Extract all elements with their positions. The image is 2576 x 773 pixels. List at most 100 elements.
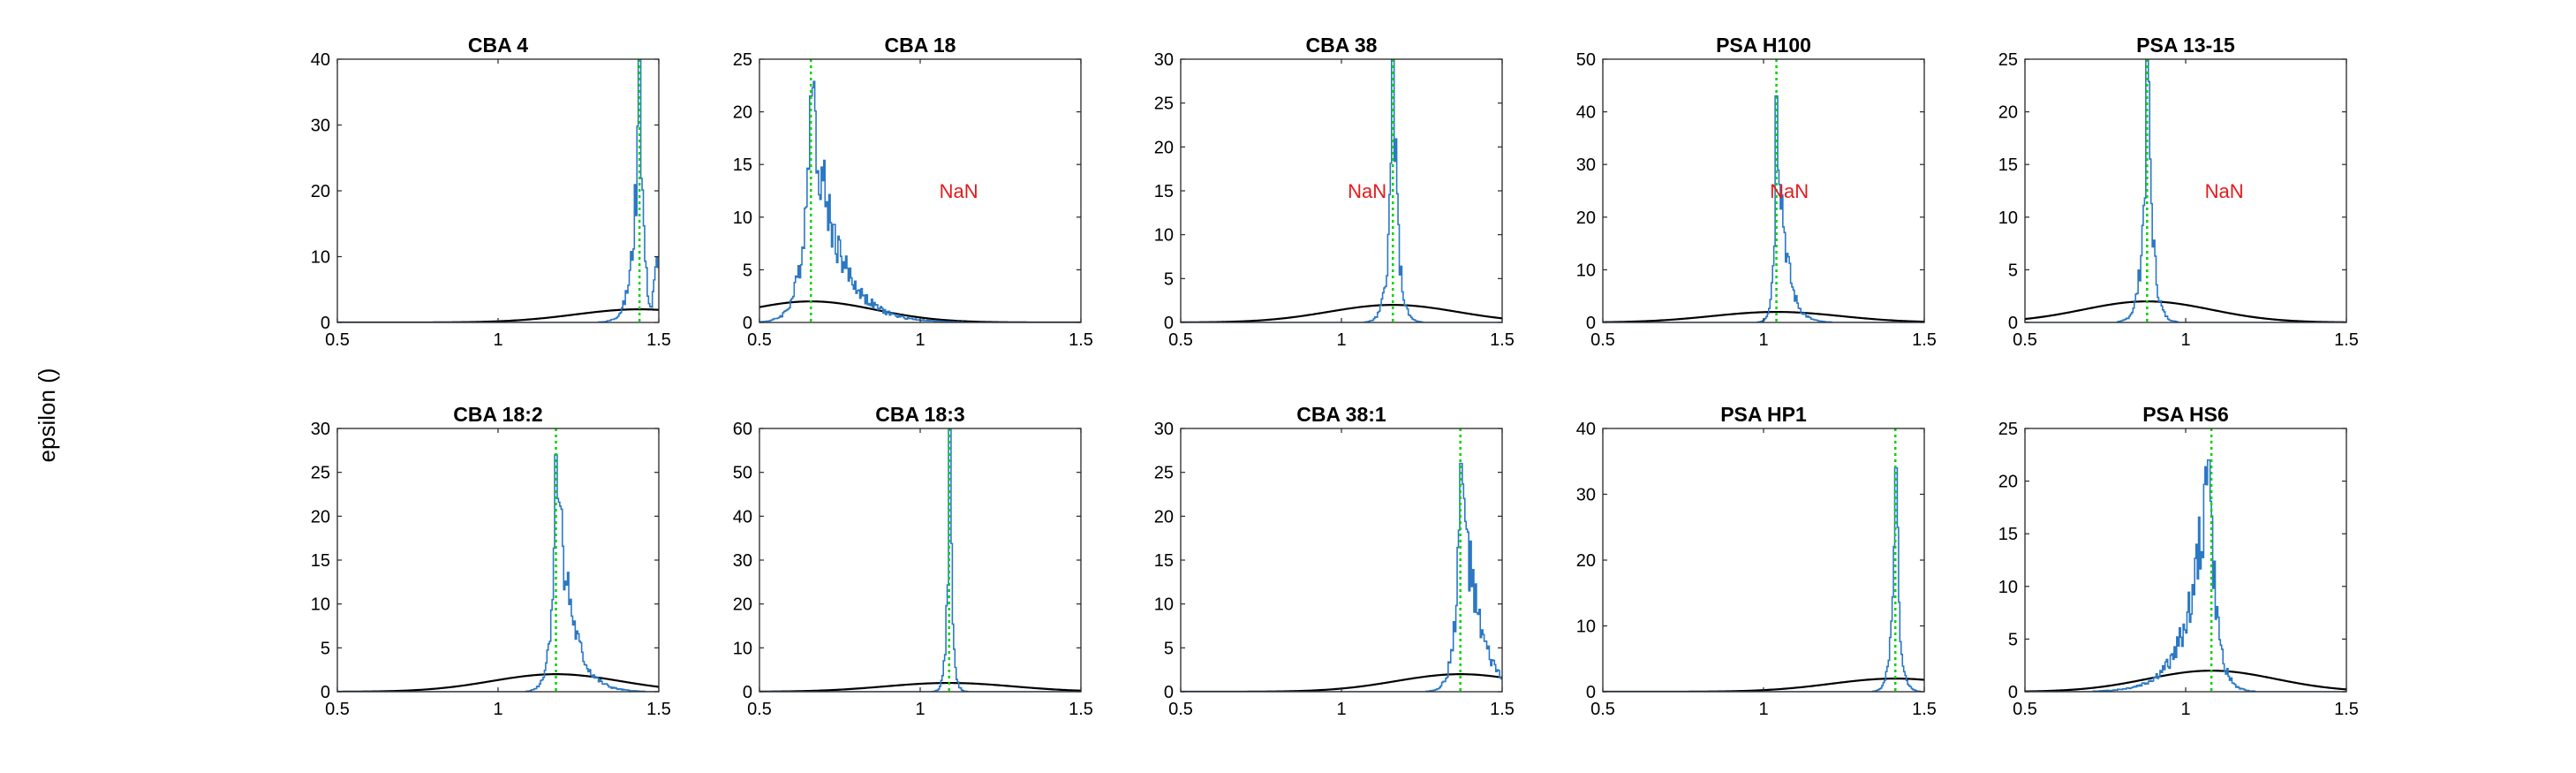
y-tick-label: 0	[1164, 314, 1174, 333]
axes-box	[759, 428, 1082, 693]
panel-7: 0.5 1 1.5 0 5 10 15 20 25 30 CBA 38:1	[1154, 403, 1515, 719]
y-tick-label: 30	[1576, 486, 1596, 505]
y-tick-label: 50	[1576, 50, 1596, 70]
panel-5: 0.5 1 1.5 0 5 10 15 20 25 30 CBA 18:2	[311, 403, 671, 719]
panel-title: CBA 38:1	[1296, 403, 1386, 426]
histogram-series-line	[1181, 59, 1502, 322]
panel-1: 0.5 1 1.5 0 5 10 15 20 25 CBA 18 NaN	[733, 34, 1093, 350]
x-tick-label: 1.5	[1912, 330, 1937, 350]
x-tick-label: 1.5	[1069, 330, 1093, 350]
y-tick-label: 25	[1154, 464, 1174, 483]
plot-area	[2025, 428, 2346, 692]
gaussian-series-line	[1181, 304, 1502, 322]
axes-box	[1602, 58, 1925, 323]
y-tick-label: 25	[311, 464, 330, 483]
x-tick-label: 0.5	[747, 330, 772, 350]
y-tick-label: 10	[1576, 261, 1596, 280]
y-tick-label: 25	[1998, 50, 2018, 70]
y-tick-label: 10	[733, 208, 752, 228]
panel-title: CBA 38	[1306, 34, 1378, 57]
plot-area	[1603, 428, 1924, 692]
y-tick-label: 15	[1998, 155, 2018, 175]
panel-8: 0.5 1 1.5 0 10 20 30 40 PSA HP1	[1576, 403, 1937, 719]
y-tick-label: 15	[1154, 182, 1174, 201]
x-tick-label: 1	[915, 330, 925, 350]
axes-box	[1180, 428, 1503, 693]
y-tick-label: 25	[1998, 420, 2018, 439]
y-tick-label: 0	[321, 314, 330, 333]
histogram-series-line	[2025, 458, 2346, 692]
x-tick-label: 0.5	[2013, 700, 2037, 719]
y-tick-label: 20	[1154, 138, 1174, 157]
x-tick-label: 1	[2180, 700, 2190, 719]
axes-box	[1602, 428, 1925, 693]
x-tick-label: 1.5	[1912, 700, 1937, 719]
x-tick-label: 1.5	[1069, 700, 1093, 719]
x-tick-label: 0.5	[1590, 330, 1615, 350]
y-tick-label: 50	[733, 464, 752, 483]
y-tick-label: 0	[2008, 314, 2018, 333]
y-tick-label: 5	[743, 261, 752, 280]
x-tick-label: 1	[1336, 330, 1346, 350]
panel-title: PSA HP1	[1720, 403, 1807, 426]
nan-annotation: NaN	[1770, 180, 1809, 202]
y-tick-label: 15	[1154, 551, 1174, 571]
x-tick-label: 0.5	[747, 700, 772, 719]
x-tick-label: 1.5	[1490, 700, 1515, 719]
y-tick-label: 20	[1576, 551, 1596, 571]
nan-annotation: NaN	[2205, 180, 2244, 202]
x-tick-label: 1	[915, 700, 925, 719]
y-tick-label: 30	[733, 551, 752, 571]
x-tick-label: 1	[2180, 330, 2190, 350]
y-tick-label: 0	[1164, 683, 1174, 702]
y-tick-label: 5	[2008, 261, 2018, 280]
y-tick-label: 40	[311, 50, 330, 70]
x-tick-label: 0.5	[325, 330, 350, 350]
axes-box	[2024, 58, 2347, 323]
y-tick-label: 20	[733, 595, 752, 615]
y-tick-label: 5	[2008, 630, 2018, 649]
y-tick-label: 10	[733, 639, 752, 658]
y-tick-label: 15	[311, 551, 330, 571]
y-tick-label: 5	[1164, 269, 1174, 289]
x-tick-label: 0.5	[1590, 700, 1615, 719]
y-tick-label: 20	[311, 182, 330, 201]
y-tick-label: 20	[733, 103, 752, 123]
y-tick-label: 20	[1576, 208, 1596, 228]
y-tick-label: 10	[311, 248, 330, 268]
histogram-series-line	[2025, 59, 2346, 322]
nan-annotation: NaN	[1348, 180, 1386, 202]
panel-title: CBA 18	[885, 34, 956, 57]
y-tick-label: 10	[1576, 618, 1596, 637]
x-tick-label: 1.5	[646, 330, 671, 350]
x-tick-label: 1.5	[2334, 330, 2359, 350]
y-tick-label: 0	[321, 683, 330, 702]
plot-area	[759, 428, 1081, 692]
histogram-series-line	[337, 59, 659, 322]
plot-area	[759, 59, 1081, 322]
axes-box	[2024, 428, 2347, 693]
y-tick-label: 25	[1154, 95, 1174, 114]
y-tick-label: 40	[733, 507, 752, 527]
y-tick-label: 30	[1154, 420, 1174, 439]
panel-title: PSA 13-15	[2136, 34, 2235, 57]
y-tick-label: 10	[1154, 226, 1174, 246]
figure-ylabel: epsilon ()	[34, 368, 60, 463]
x-tick-label: 1	[493, 330, 502, 350]
axes-box	[336, 58, 660, 323]
panel-2: 0.5 1 1.5 0 5 10 15 20 25 30 CBA 38 NaN	[1154, 34, 1515, 350]
panel-title: CBA 18:2	[453, 403, 542, 426]
y-tick-label: 30	[311, 420, 330, 439]
histogram-series-line	[1181, 462, 1502, 692]
panel-6: 0.5 1 1.5 0 10 20 30 40 50 60 CBA 18:3	[733, 403, 1093, 719]
histogram-series-line	[1603, 466, 1924, 692]
plot-area	[2025, 59, 2346, 322]
y-tick-label: 40	[1576, 103, 1596, 123]
panel-title: CBA 18:3	[875, 403, 964, 426]
x-tick-label: 1	[493, 700, 502, 719]
y-tick-label: 20	[1998, 103, 2018, 123]
plot-area	[337, 59, 659, 322]
plot-area	[1603, 59, 1924, 322]
x-tick-label: 1	[1758, 330, 1768, 350]
